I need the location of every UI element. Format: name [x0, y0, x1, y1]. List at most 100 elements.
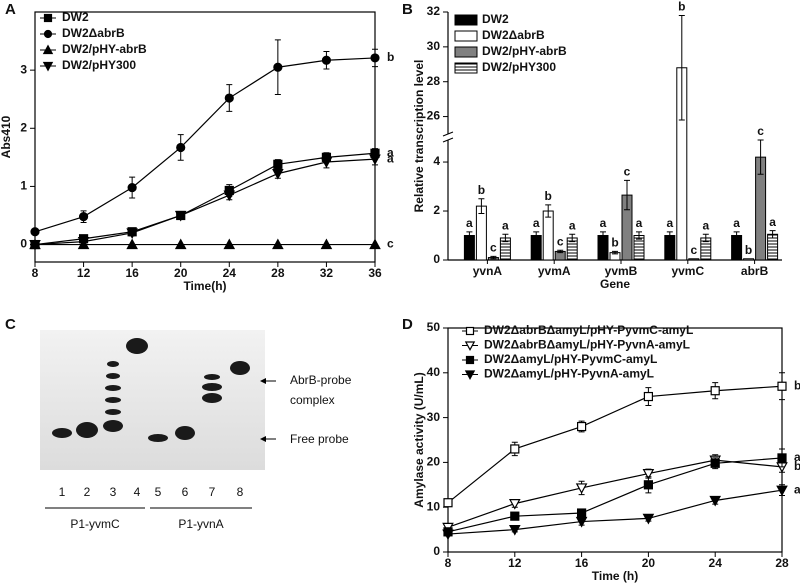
marker — [464, 341, 476, 351]
significance-label: a — [769, 215, 776, 229]
marker — [643, 391, 654, 402]
x-tick-label: 28 — [775, 556, 789, 570]
y-tick-label: 50 — [427, 320, 441, 334]
significance-label: c — [757, 124, 764, 138]
error-bar — [702, 233, 709, 243]
y-tick-label: 0 — [20, 237, 27, 251]
error-bar — [466, 231, 473, 240]
panel-letter: A — [5, 1, 16, 18]
x-tick-label: 8 — [445, 556, 452, 570]
legend-label: DW2 — [482, 12, 509, 26]
legend-swatch — [454, 46, 478, 58]
y-tick-label: 10 — [427, 499, 441, 513]
lane-label: 6 — [182, 485, 189, 499]
marker — [273, 62, 283, 72]
annotation: complex — [290, 393, 335, 407]
marker — [176, 142, 186, 153]
lane-label: 7 — [209, 485, 216, 499]
error-bar — [533, 231, 540, 240]
marker — [127, 182, 137, 193]
significance-label: a — [794, 450, 800, 464]
x-tick-label: yvnA — [473, 264, 503, 278]
legend-label: DW2ΔamyL/pHY-PyvmC-amyL — [484, 352, 657, 366]
x-tick-label: 24 — [223, 266, 237, 280]
y-axis-label: Abs410 — [0, 115, 13, 158]
marker — [642, 469, 655, 480]
error-bar — [478, 198, 485, 214]
x-axis-label: Time(h) — [183, 279, 226, 293]
x-tick-label: 16 — [125, 266, 139, 280]
annotation: AbrB-probe — [290, 373, 352, 387]
panel-letter: B — [402, 1, 413, 18]
x-tick-label: yvmA — [538, 264, 571, 278]
marker — [223, 190, 236, 202]
y-tick-label: 2 — [433, 203, 440, 217]
significance-label: a — [636, 216, 643, 230]
error-bar — [545, 204, 552, 218]
legend-swatch — [454, 62, 478, 74]
y-tick-label: 30 — [427, 39, 441, 53]
arrow-head — [260, 378, 266, 384]
legend-label: DW2ΔabrB — [482, 28, 545, 42]
marker — [465, 355, 475, 365]
series-line — [447, 385, 783, 504]
series-line — [34, 152, 376, 246]
error-bar — [569, 233, 576, 243]
significance-label: b — [387, 50, 394, 64]
y-tick-label: 40 — [427, 365, 441, 379]
x-axis-label: Time (h) — [592, 569, 638, 583]
bar — [542, 210, 554, 261]
y-axis-label: Amylase activity (U/mL) — [412, 372, 426, 507]
marker — [710, 386, 720, 396]
lane-label: 3 — [110, 485, 117, 499]
legend-label: DW2/pHY-abrB — [62, 42, 147, 56]
marker — [30, 227, 40, 237]
legend-label: DW2ΔabrBΔamyL/pHY-PyvnA-amyL — [484, 338, 690, 352]
bar — [688, 258, 700, 261]
significance-label: a — [666, 216, 673, 230]
legend-label: DW2/pHY-abrB — [482, 44, 567, 58]
x-tick-label: 28 — [271, 266, 285, 280]
marker — [777, 453, 787, 463]
marker — [369, 154, 381, 166]
legend-label: DW2/pHY300 — [482, 60, 556, 74]
error-bar — [612, 250, 618, 255]
marker — [43, 29, 53, 39]
group-label: P1-yvnA — [178, 517, 223, 531]
group-label: P1-yvmC — [70, 517, 120, 531]
legend-swatch — [454, 30, 478, 42]
significance-label: b — [794, 459, 800, 473]
y-tick-label: 30 — [427, 410, 441, 424]
significance-label: a — [733, 216, 740, 230]
marker — [320, 238, 333, 250]
significance-label: b — [678, 0, 685, 14]
lane-label: 1 — [59, 485, 66, 499]
significance-label: a — [466, 216, 473, 230]
x-tick-label: 36 — [368, 266, 382, 280]
x-tick-label: 20 — [174, 266, 188, 280]
series-line — [447, 457, 783, 533]
y-tick-label: 4 — [433, 154, 440, 168]
significance-label: b — [611, 236, 618, 250]
significance-label: c — [624, 165, 631, 179]
y-tick-label: 3 — [20, 62, 27, 76]
marker — [273, 159, 283, 169]
y-tick-label: 32 — [427, 4, 441, 18]
marker — [777, 381, 787, 391]
error-bar — [600, 231, 606, 240]
marker — [43, 13, 53, 23]
panel-letter: D — [402, 316, 413, 333]
significance-label: a — [569, 218, 576, 232]
marker — [272, 238, 284, 250]
marker — [42, 44, 54, 55]
marker — [369, 238, 381, 250]
significance-label: a — [533, 216, 540, 230]
marker — [320, 157, 333, 169]
significance-label: a — [794, 482, 800, 496]
error-bar — [757, 139, 764, 175]
error-bar — [502, 233, 509, 243]
lane-label: 5 — [155, 485, 162, 499]
